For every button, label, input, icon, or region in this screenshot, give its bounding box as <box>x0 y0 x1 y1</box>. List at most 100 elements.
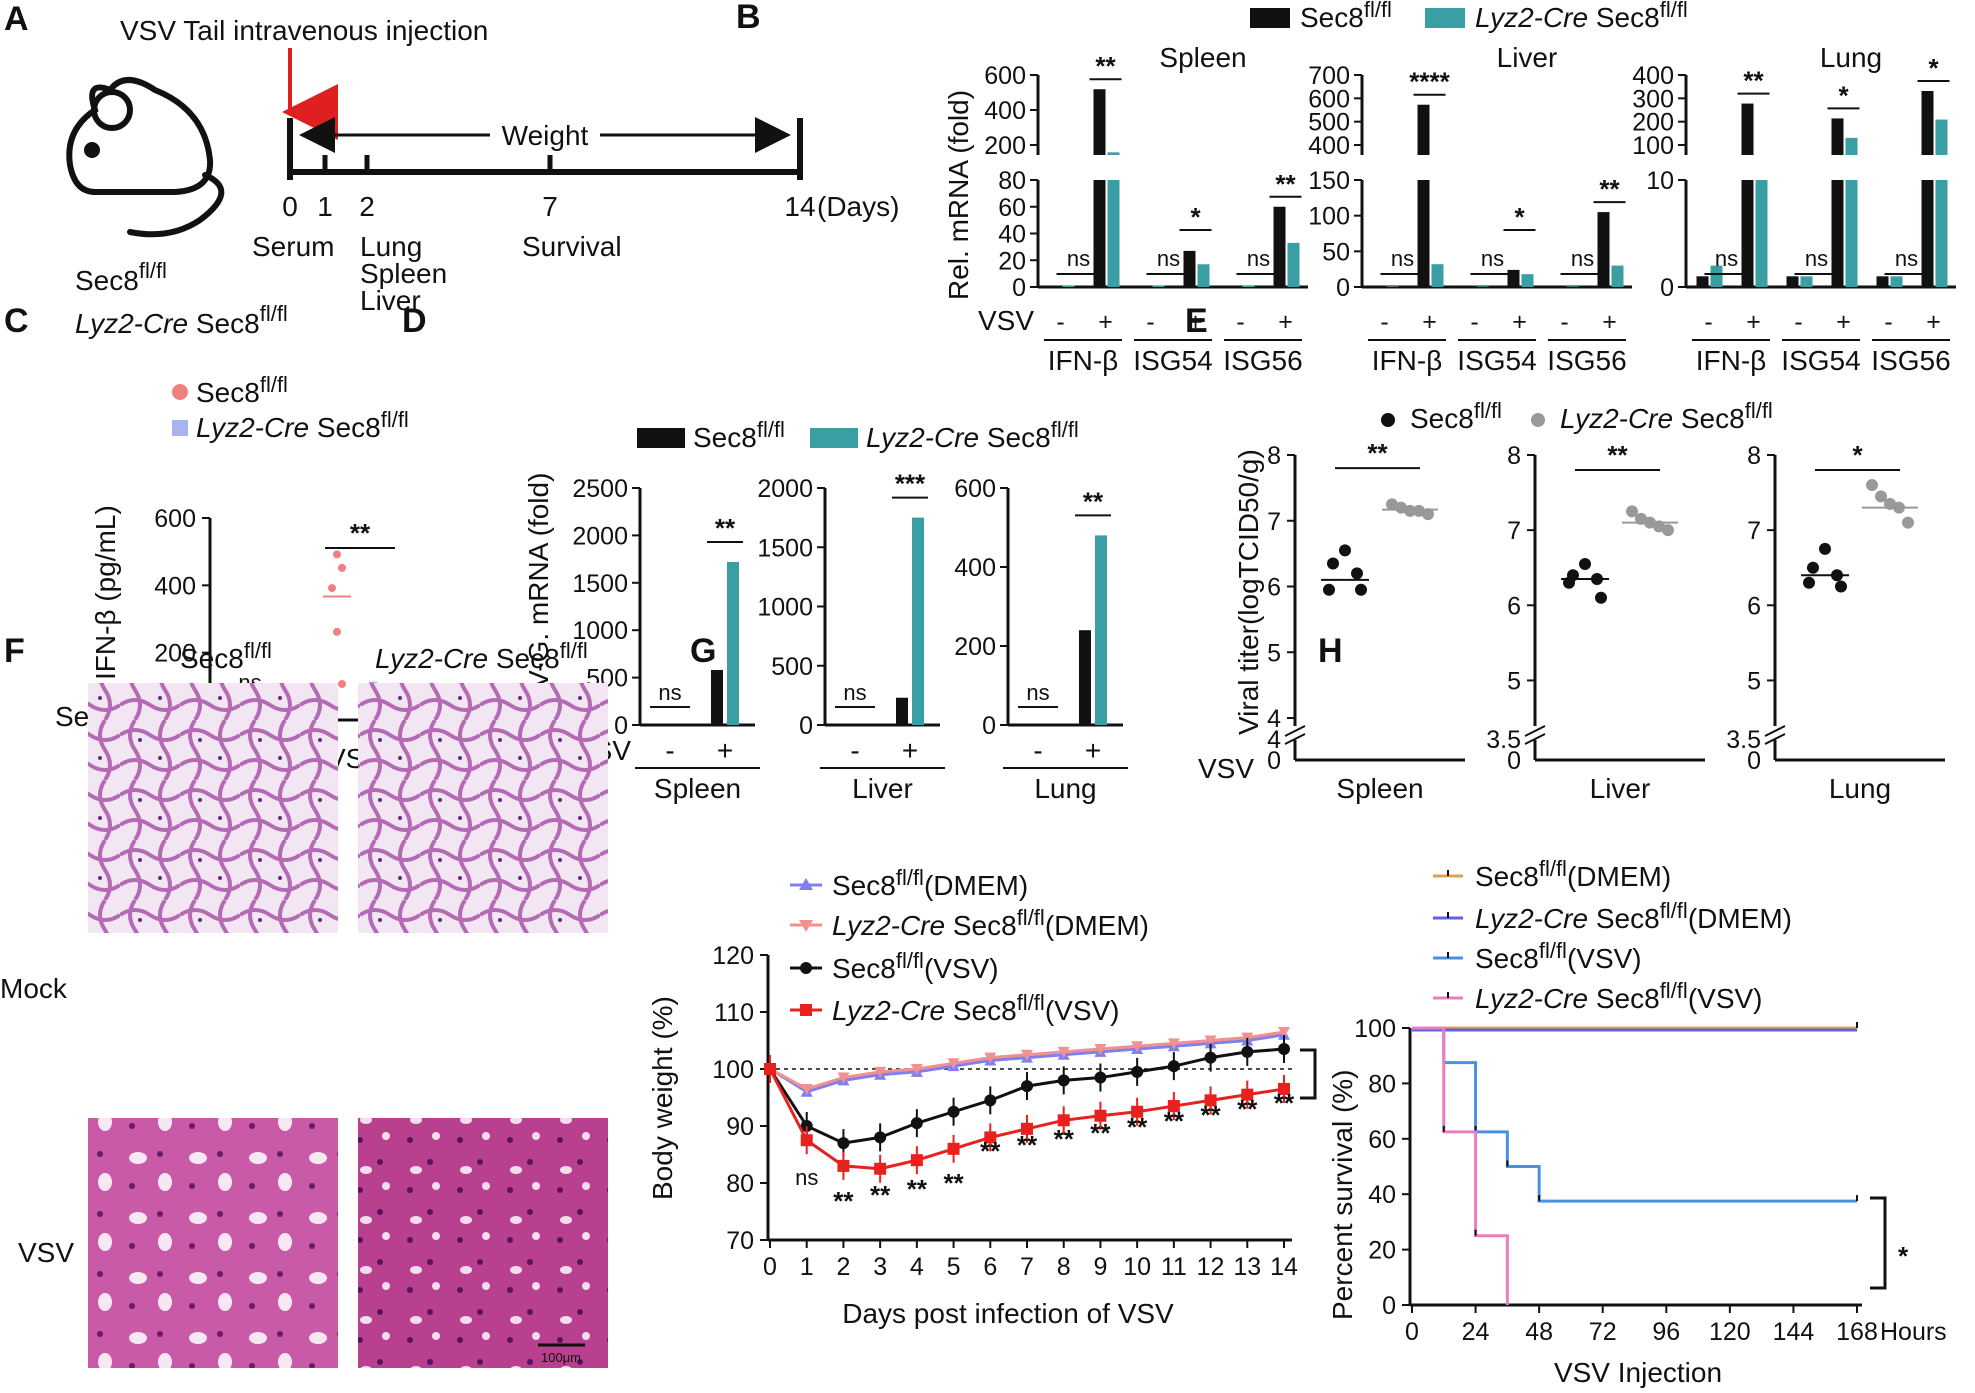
d-ytick: 2000 <box>572 522 628 550</box>
b-bar <box>1093 89 1106 155</box>
g-ytick: 80 <box>726 1170 754 1198</box>
g-significance: ** <box>1237 1094 1258 1124</box>
b-significance: ** <box>1599 174 1620 204</box>
b-bar <box>1228 285 1241 287</box>
b-bar <box>1431 264 1444 287</box>
b-significance: ns <box>1895 246 1918 271</box>
e-point <box>1413 504 1425 517</box>
g-point <box>800 1083 813 1095</box>
b-bar <box>1417 180 1430 287</box>
b-ytick-upper: 300 <box>1632 85 1674 113</box>
d-bar <box>1095 535 1107 725</box>
d-significance: ns <box>1026 680 1049 705</box>
b-bar <box>1048 285 1061 287</box>
h-bracket <box>1870 1196 1887 1290</box>
g-significance: ** <box>833 1186 854 1216</box>
b-gene-label: ISG56 <box>1223 345 1302 376</box>
h-x-unit: Hours <box>1880 1318 1947 1346</box>
g-point <box>1057 1114 1070 1127</box>
e-point <box>1626 505 1638 518</box>
b-significance: ns <box>1067 246 1090 271</box>
h-xtick: 168 <box>1836 1318 1878 1346</box>
b-significance: * <box>1928 53 1939 83</box>
g-point <box>947 1105 960 1118</box>
event-liver: Liver <box>360 285 421 316</box>
b-vsv-sign: + <box>1602 308 1617 336</box>
b-ytick-upper: 500 <box>1308 109 1350 137</box>
d-vsv-sign: - <box>850 735 859 766</box>
e-point <box>1866 479 1878 492</box>
g-point <box>1167 1060 1180 1073</box>
h-legend-label: Sec8fl/fl(VSV) <box>1475 938 1642 974</box>
h-survival-curve <box>1412 1026 1857 1203</box>
g-xtick: 10 <box>1123 1253 1151 1281</box>
b-significance: ns <box>1391 246 1414 271</box>
c-ylabel: IFN-β (pg/mL) <box>90 505 121 680</box>
e-ytick: 8 <box>1747 442 1761 470</box>
b-gene-label: IFN-β <box>1696 345 1767 376</box>
b-ytick-lower: 20 <box>998 247 1026 275</box>
legend-swatch-ko <box>1425 8 1465 28</box>
g-point <box>947 1142 960 1155</box>
timeline-tick-14: 14 <box>784 191 815 222</box>
e-ytick: 6 <box>1747 592 1761 620</box>
panel-a: VSV Tail intravenous injection Weight 0 … <box>66 15 899 339</box>
g-point <box>1057 1046 1070 1058</box>
d-ytick: 1000 <box>572 617 628 645</box>
b-ytick-lower: 0 <box>1660 274 1674 302</box>
g-ylabel: Body weight (%) <box>647 996 678 1200</box>
b-significance: * <box>1838 80 1849 110</box>
d-vsv-sign: - <box>1033 735 1042 766</box>
b-gene-label: ISG54 <box>1457 345 1536 376</box>
g-ytick: 110 <box>714 999 754 1027</box>
b-ytick-lower: 0 <box>1336 274 1350 302</box>
g-significance: ** <box>1054 1124 1075 1154</box>
d-ytick: 1500 <box>572 570 628 598</box>
b-bar <box>1476 286 1489 287</box>
g-ytick: 120 <box>712 942 754 970</box>
b-bar <box>1197 264 1210 287</box>
d-ytick: 1500 <box>757 534 813 562</box>
g-significance: ** <box>1164 1106 1185 1136</box>
panel-letter-b: B <box>736 0 761 36</box>
g-point <box>1057 1074 1070 1087</box>
h-xtick: 72 <box>1589 1318 1617 1346</box>
g-point <box>910 1154 923 1167</box>
c-point <box>338 563 346 572</box>
e-ylabel: Viral titer(logTCID50/g) <box>1233 449 1264 735</box>
b-vsv-sign: - <box>1704 308 1712 336</box>
e-point <box>1339 544 1351 557</box>
g-xtick: 7 <box>1020 1253 1034 1281</box>
e-significance: ** <box>1607 440 1628 470</box>
e-point <box>1323 583 1335 596</box>
d-ytick: 1000 <box>757 594 813 622</box>
e-ytick: 5 <box>1507 667 1521 695</box>
g-point <box>947 1058 960 1070</box>
b-ytick-upper: 200 <box>984 132 1026 160</box>
b-bar <box>1741 180 1754 287</box>
event-survival: Survival <box>522 231 622 262</box>
h-legend-label: Sec8fl/fl(DMEM) <box>1475 856 1671 892</box>
d-significance: ** <box>1083 486 1104 516</box>
g-ytick: 90 <box>726 1113 754 1141</box>
e-legend-wt: Sec8fl/fl <box>1410 398 1502 434</box>
e-point <box>1807 561 1819 574</box>
g-point <box>1094 1071 1107 1084</box>
histology-ko-vsv <box>358 1118 608 1368</box>
b-ytick-upper: 400 <box>1308 132 1350 160</box>
b-significance: ns <box>1247 246 1270 271</box>
b-bar <box>1786 276 1799 287</box>
panel-h: Percent survival (%) VSV Injection 100 80 60… <box>1327 856 1947 1388</box>
c-point <box>333 627 341 636</box>
c-legend-marker-ko <box>172 420 188 436</box>
weight-label: Weight <box>502 120 589 151</box>
event-serum: Serum <box>252 231 334 262</box>
e-point <box>1351 567 1363 580</box>
b-bar <box>1386 286 1399 287</box>
e-point <box>1395 501 1407 514</box>
g-xlabel: Days post infection of VSV <box>842 1298 1174 1329</box>
b-bar <box>1876 276 1889 287</box>
e-point <box>1386 498 1398 511</box>
c-legend-ko: Lyz2-Cre Sec8fl/fl <box>196 407 409 443</box>
